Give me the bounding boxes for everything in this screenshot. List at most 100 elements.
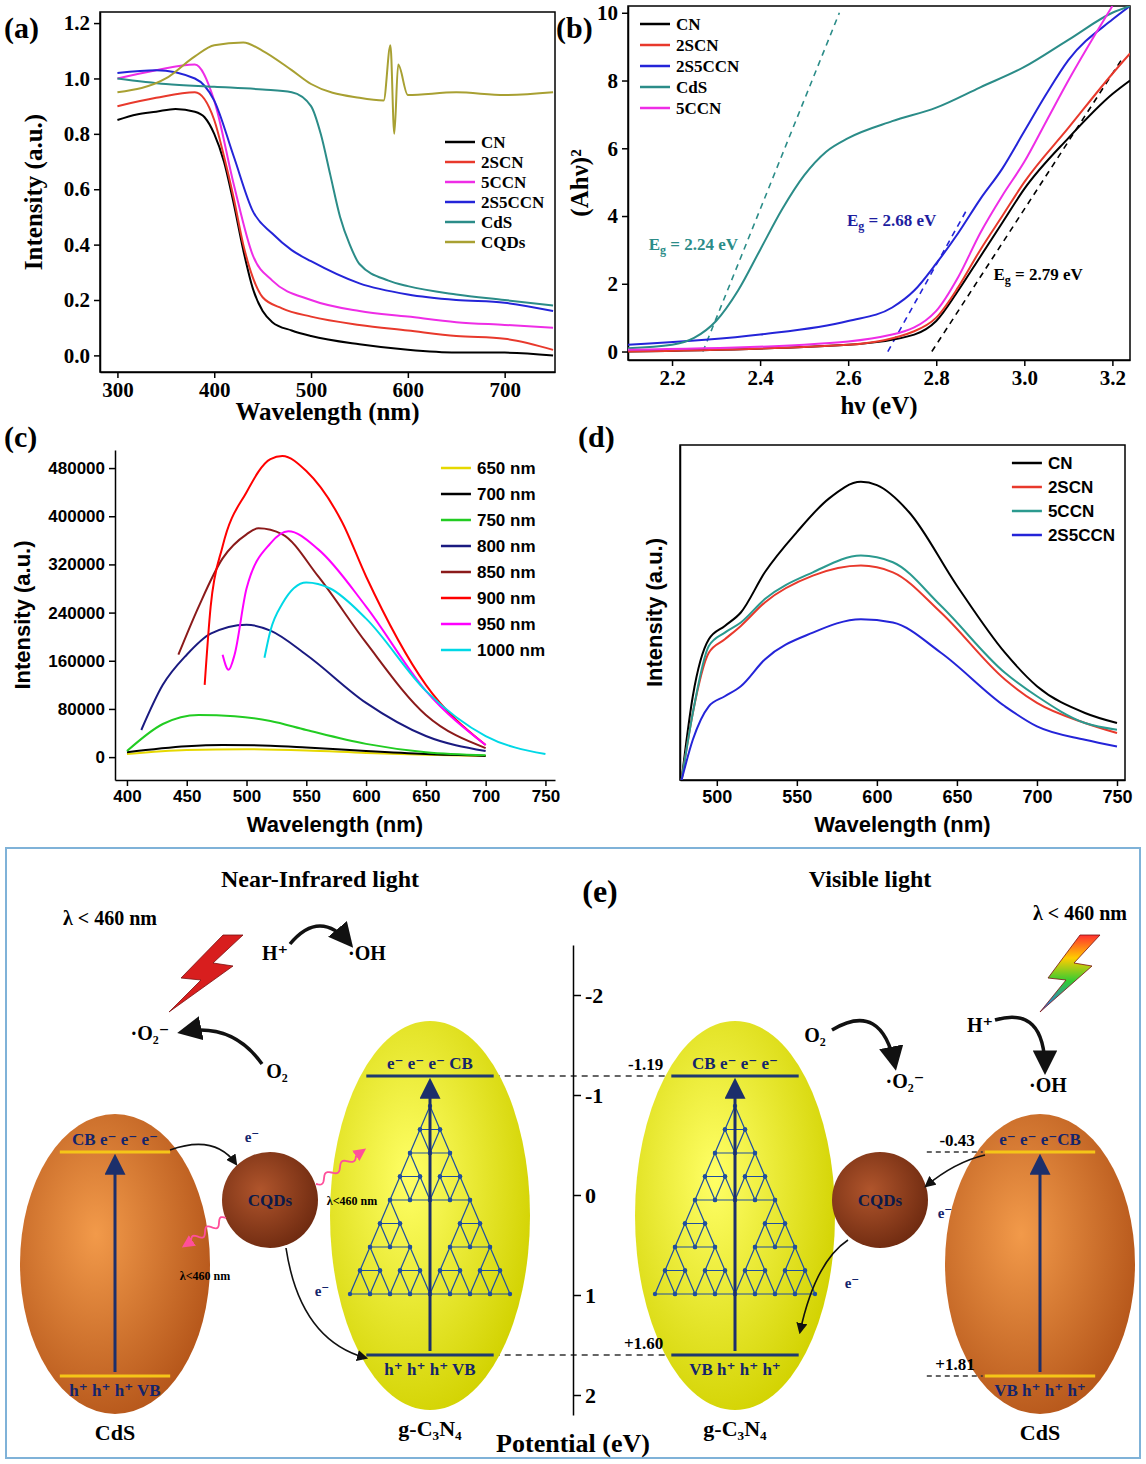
structure-atom [713,1292,717,1296]
structure-atom [488,1245,492,1249]
structure-atom [793,1292,797,1296]
tick-mark [246,780,248,786]
structure-edge [655,1271,675,1295]
structure-atom [663,1268,667,1272]
x-axis-tick: 2.6 [836,360,862,390]
level-value: +1.60 [624,1334,663,1353]
material-label: CQDs [248,1191,293,1210]
structure-atom [713,1245,717,1249]
excitation-arrow [734,1082,737,1351]
structure-edge [440,1247,460,1271]
legend-item: 2SCN [1012,478,1093,497]
tick-label: 500 [233,787,261,806]
structure-edge [735,1271,755,1295]
y-axis-title: Intensity (a.u.) [20,114,48,270]
structure-atom [693,1245,697,1249]
species-label: ·OH [348,942,386,964]
x-axis-line [681,780,1126,782]
transfer-arrow [800,1240,848,1332]
axis-title: Potential (eV) [496,1429,650,1458]
x-axis-line [629,360,1131,362]
tick-label: 0.6 [64,177,90,201]
legend-label: CdS [481,213,512,232]
legend-item: CdS [445,213,512,232]
tick-mark [94,300,100,302]
structure-edge [410,1271,430,1295]
y-axis-tick: 0.6 [64,177,100,201]
x-axis-title: hν (eV) [840,392,917,420]
tick-mark [109,757,115,759]
structure-atom [468,1245,472,1249]
structure-atom [368,1245,372,1249]
x-axis-tick: 3.2 [1100,360,1126,390]
legend-swatch [445,181,475,184]
species-label: ·O₂⁻ [131,1022,170,1044]
chart-panel: 4004505005506006507007500800001600002400… [4,420,560,837]
electron-label: e⁻ [315,1283,330,1299]
structure-edge [430,1130,450,1154]
structure-atom [713,1198,717,1202]
structure-atom [368,1292,372,1296]
annotation: Eg = 2.68 eV [847,211,937,233]
material-label: CdS [95,1420,135,1445]
tick-label: 2 [585,1383,596,1408]
emission-arrow [184,1217,226,1246]
structure-atom [478,1268,482,1272]
structure-edge [430,1177,450,1201]
y-axis-tick: 80000 [58,700,115,719]
legend-label: 5CCN [1048,502,1094,521]
x-axis-tick: 650 [942,780,972,807]
panel-label: (c) [4,420,37,454]
legend-swatch [441,467,471,470]
y-axis-tick: 4 [608,204,629,228]
tick-label: 650 [412,787,440,806]
tick-label: 2.8 [924,366,950,390]
structure-atom [743,1174,747,1178]
structure-atom [803,1268,807,1272]
structure-edge [390,1271,410,1295]
band-level [985,1375,1095,1378]
series-line [628,6,1130,348]
tick-label: 300 [102,378,134,402]
structure-edge [715,1177,735,1201]
plot-frame [100,12,555,372]
light-label: λ < 460 nm [63,907,157,929]
series-line [682,556,1117,780]
band-level [60,1151,170,1154]
legend-swatch [640,23,670,26]
structure-atom [408,1245,412,1249]
structure-edge [350,1271,370,1295]
structure-atom [438,1268,442,1272]
legend-item: 2SCN [445,153,524,172]
structure-edge [400,1153,420,1177]
x-axis: 400450500550600650700750 [113,780,560,806]
tick-label: 6 [608,136,619,160]
structure-atom [418,1268,422,1272]
emission-label: λ<460 nm [327,1194,377,1208]
series-group [117,42,553,355]
structure-edge [755,1224,775,1248]
legend-label: 950 nm [477,615,536,634]
x-axis-tick: 400 [113,780,141,806]
band-level [671,1354,798,1357]
structure-atom [418,1174,422,1178]
legend-item: 2S5CCN [640,57,740,76]
structure-atom [448,1198,452,1202]
structure-atom [448,1292,452,1296]
legend-item: 700 nm [441,485,536,504]
band-label: VB h⁺ h⁺ h⁺ [994,1381,1086,1400]
x-axis-tick: 750 [532,780,560,806]
tick-label: 700 [489,378,520,402]
structure-atom [378,1221,382,1225]
structure-atom [783,1268,787,1272]
structure-atom [388,1198,392,1202]
legend-item: 750 nm [441,511,536,530]
species-label: ·OH [1029,1074,1067,1096]
y-axis-line [628,7,630,361]
structure-atom [488,1245,492,1249]
plot-frame [680,445,1125,780]
legend-label: CQDs [481,233,526,252]
panel-label: (e) [582,873,618,909]
structure-atom [723,1127,727,1131]
tick-mark [109,709,115,711]
